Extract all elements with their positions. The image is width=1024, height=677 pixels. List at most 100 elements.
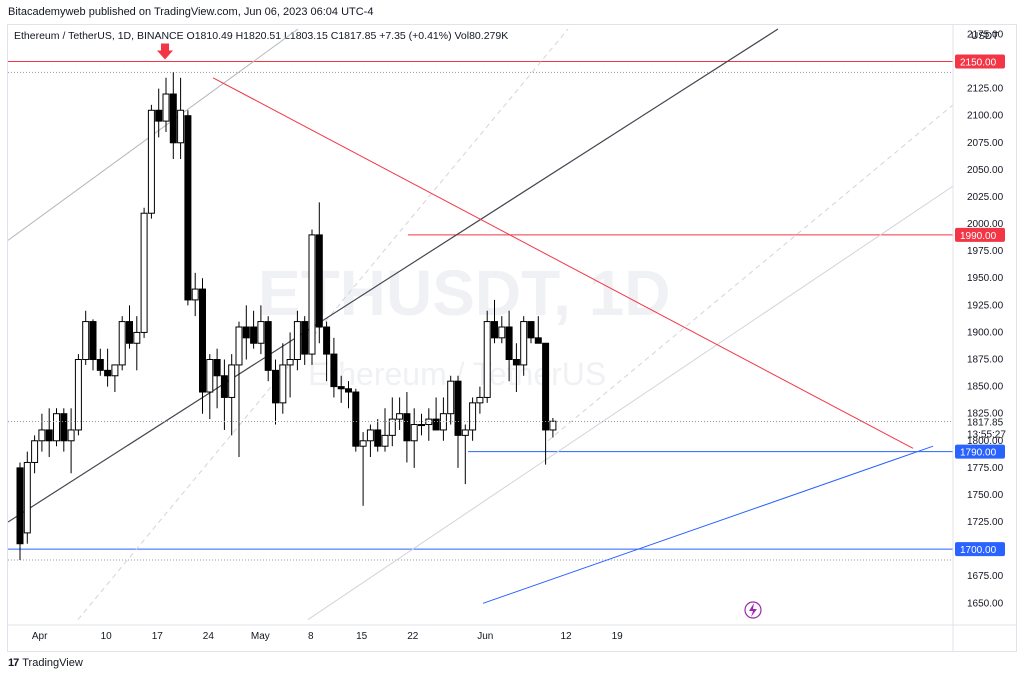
candle-body[interactable] bbox=[527, 321, 535, 339]
candle-body[interactable] bbox=[177, 109, 185, 144]
candle-body[interactable] bbox=[359, 440, 367, 447]
candle-body[interactable] bbox=[447, 380, 455, 415]
candle-body[interactable] bbox=[235, 326, 243, 366]
candle-body[interactable] bbox=[366, 429, 374, 442]
ascending-support-line[interactable] bbox=[482, 445, 934, 604]
candle-body[interactable] bbox=[286, 359, 294, 366]
candle-body[interactable] bbox=[520, 321, 528, 366]
candle-body[interactable] bbox=[250, 326, 258, 344]
candle-body[interactable] bbox=[491, 321, 498, 339]
candle-body[interactable] bbox=[133, 331, 141, 344]
candle-body[interactable] bbox=[403, 413, 411, 442]
candle-body[interactable] bbox=[432, 418, 440, 431]
candle-body[interactable] bbox=[118, 321, 126, 366]
level-tag-1790.00 bbox=[955, 444, 1005, 459]
channel-mid-line[interactable] bbox=[77, 28, 569, 620]
candle-body[interactable] bbox=[53, 413, 60, 442]
candle-body[interactable] bbox=[45, 429, 53, 442]
candle-body[interactable] bbox=[483, 321, 491, 398]
candle-body[interactable] bbox=[31, 440, 39, 463]
candle-body[interactable] bbox=[330, 353, 338, 388]
candle-body[interactable] bbox=[512, 359, 520, 366]
candle-body[interactable] bbox=[147, 109, 155, 214]
level-tag-text: 2150.00 bbox=[960, 58, 997, 69]
x-tick-label: 24 bbox=[203, 631, 215, 642]
candle-body[interactable] bbox=[549, 420, 557, 431]
level-tag-text: 1790.00 bbox=[960, 448, 997, 459]
candle-body[interactable] bbox=[104, 369, 112, 377]
channel-lower-line[interactable] bbox=[307, 185, 954, 620]
candle-body[interactable] bbox=[272, 369, 279, 404]
candle-body[interactable] bbox=[67, 429, 75, 442]
candle-body[interactable] bbox=[82, 321, 90, 361]
candle-body[interactable] bbox=[505, 326, 513, 361]
price-chart[interactable]: Ethereum / TetherUS, 1D, BINANCE O1810.4… bbox=[8, 25, 1016, 651]
chart-header: Ethereum / TetherUS, 1D, BINANCE O1810.4… bbox=[14, 30, 508, 42]
candle-body[interactable] bbox=[542, 342, 550, 431]
candle-body[interactable] bbox=[184, 115, 192, 301]
candle-body[interactable] bbox=[418, 424, 425, 427]
candle-body[interactable] bbox=[96, 359, 104, 371]
x-tick-label: 22 bbox=[407, 631, 419, 642]
candle-body[interactable] bbox=[264, 321, 272, 371]
candle-body[interactable] bbox=[23, 461, 31, 534]
tradingview-logo-text: TradingView bbox=[22, 657, 83, 669]
candle-body[interactable] bbox=[213, 359, 221, 377]
tradingview-footer: 17 TradingView bbox=[8, 652, 83, 674]
candle-body[interactable] bbox=[337, 386, 345, 390]
watermark-symbol: ETHUSDT, 1D bbox=[258, 257, 671, 329]
candle-body[interactable] bbox=[534, 337, 542, 344]
y-tick-label: 2100.00 bbox=[967, 111, 1004, 122]
candle-body[interactable] bbox=[220, 375, 228, 398]
candle-body[interactable] bbox=[410, 424, 418, 442]
candle-body[interactable] bbox=[199, 288, 206, 393]
lightning-icon[interactable] bbox=[744, 601, 762, 619]
candle-body[interactable] bbox=[293, 321, 301, 361]
candle-body[interactable] bbox=[111, 364, 119, 377]
level-tag-1700.00 bbox=[955, 542, 1005, 557]
candle-body[interactable] bbox=[89, 321, 97, 361]
y-tick-label: 2125.00 bbox=[967, 84, 1004, 95]
down-arrow-marker-icon bbox=[157, 43, 173, 60]
candle-body[interactable] bbox=[74, 359, 82, 431]
candle-body[interactable] bbox=[461, 429, 469, 436]
candle-body[interactable] bbox=[323, 326, 331, 355]
candle-body[interactable] bbox=[162, 93, 170, 122]
descending-resistance-line[interactable] bbox=[212, 77, 914, 449]
candle-body[interactable] bbox=[301, 321, 309, 355]
candle-body[interactable] bbox=[476, 396, 484, 404]
lightning-bolt-icon bbox=[749, 603, 757, 617]
candle-body[interactable] bbox=[228, 364, 236, 398]
candle-body[interactable] bbox=[38, 429, 46, 442]
candle-body[interactable] bbox=[206, 359, 214, 393]
channel-lower-dashed-line[interactable] bbox=[547, 104, 954, 442]
x-tick-label: 10 bbox=[101, 631, 113, 642]
candle-body[interactable] bbox=[381, 434, 389, 447]
level-tag-2150.00 bbox=[955, 54, 1005, 69]
candle-body[interactable] bbox=[454, 380, 462, 436]
candle-body[interactable] bbox=[257, 321, 265, 344]
candle-body[interactable] bbox=[279, 364, 287, 404]
candle-body[interactable] bbox=[16, 467, 24, 545]
candle-body[interactable] bbox=[242, 326, 250, 339]
candle-body[interactable] bbox=[388, 418, 396, 436]
candle-body[interactable] bbox=[469, 402, 477, 431]
currency-label: USDT bbox=[971, 31, 998, 42]
candle-body[interactable] bbox=[345, 388, 352, 393]
candle-body[interactable] bbox=[315, 234, 323, 328]
candle-body[interactable] bbox=[126, 321, 133, 344]
y-tick-label: 2175.00 bbox=[967, 29, 1004, 40]
candle-body[interactable] bbox=[169, 93, 177, 144]
candle-body[interactable] bbox=[155, 109, 163, 122]
uptrend-line[interactable] bbox=[8, 28, 779, 523]
candle-body[interactable] bbox=[498, 326, 506, 339]
x-tick-label: Jun bbox=[477, 631, 493, 642]
candle-body[interactable] bbox=[352, 391, 360, 447]
candle-body[interactable] bbox=[191, 288, 199, 301]
candle-body[interactable] bbox=[374, 429, 382, 447]
candle-body[interactable] bbox=[396, 413, 404, 420]
candle-body[interactable] bbox=[140, 212, 148, 333]
candle-body[interactable] bbox=[308, 234, 316, 355]
published-by: Bitacademyweb published on TradingView.c… bbox=[8, 6, 374, 18]
candle-body[interactable] bbox=[60, 413, 68, 442]
